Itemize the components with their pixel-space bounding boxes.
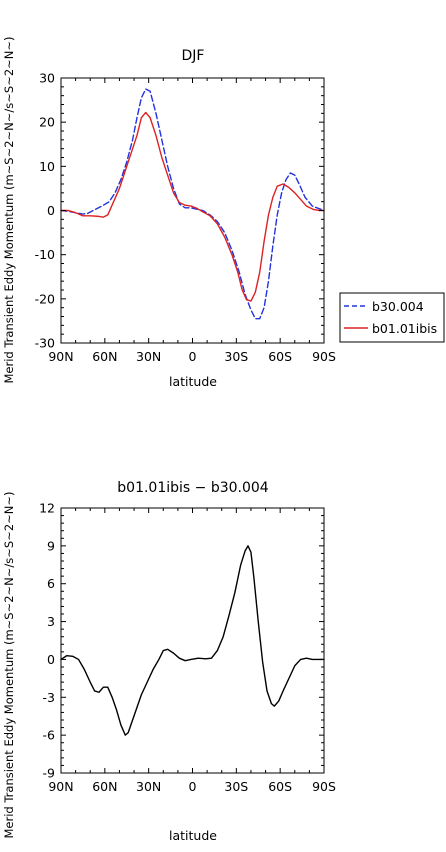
- top-series-lines: [60, 88, 325, 320]
- top-x-tick-label: 90N: [48, 349, 73, 364]
- bottom-x-tick-label: 30N: [136, 779, 161, 794]
- top-chart-title: DJF: [182, 48, 205, 64]
- top-x-tick-label: 30N: [136, 349, 161, 364]
- bottom-x-tick-label: 60N: [92, 779, 117, 794]
- top-panel: DJF Merid Transient Eddy Momentum (m~S~2…: [2, 36, 445, 389]
- top-y-tick-label: -30: [35, 336, 55, 351]
- top-series-line-0: [60, 88, 325, 320]
- top-y-tick-label: 30: [39, 71, 55, 86]
- top-x-axis-label: latitude: [169, 374, 217, 389]
- bottom-x-axis-label: latitude: [169, 828, 217, 843]
- top-series-line-1: [60, 111, 325, 302]
- top-y-tick-label: -10: [35, 247, 55, 262]
- bottom-x-tick-label: 90S: [312, 779, 336, 794]
- bottom-y-tick-label: 12: [39, 501, 55, 516]
- legend-box: [339, 292, 445, 343]
- top-x-tick-label: 90S: [312, 349, 336, 364]
- top-x-tick-label: 30S: [224, 349, 248, 364]
- bottom-y-tick-label: 3: [47, 614, 55, 629]
- top-y-tick-label: 20: [39, 115, 55, 130]
- top-x-tick-label: 0: [189, 349, 197, 364]
- top-y-tick-label: 0: [47, 203, 55, 218]
- bottom-y-tick-label: -3: [43, 690, 55, 705]
- legend-label-b30: b30.004: [372, 299, 424, 314]
- bottom-x-tick-label: 0: [189, 779, 197, 794]
- bottom-x-tick-label: 90N: [48, 779, 73, 794]
- bottom-axis-ticks: 90N 60N 30N 0 30S 60S 90S -9 -6 -3 0 3 6 9 12: [39, 501, 336, 795]
- bottom-y-tick-label: -9: [43, 766, 56, 781]
- bottom-x-tick-label: 60S: [268, 779, 292, 794]
- bottom-y-tick-label: -6: [43, 728, 56, 743]
- legend-label-b01: b01.01ibis: [372, 321, 437, 336]
- top-y-tick-label: 10: [39, 159, 55, 174]
- bottom-y-axis-label: Merid Transient Eddy Momentum (m~S~2~N~/…: [2, 491, 16, 838]
- bottom-series-line-0: [60, 545, 325, 736]
- top-x-tick-label: 60S: [268, 349, 292, 364]
- top-legend: b30.004 b01.01ibis: [339, 292, 445, 343]
- top-axis-ticks: 90N 60N 30N 0 30S 60S 90S -30 -20 -10 0 10 20 30: [35, 71, 336, 365]
- bottom-chart-title: b01.01ibis − b30.004: [117, 480, 269, 496]
- bottom-y-tick-label: 6: [47, 576, 55, 591]
- top-x-tick-label: 60N: [92, 349, 117, 364]
- bottom-y-tick-label: 0: [47, 652, 55, 667]
- bottom-y-tick-label: 9: [47, 538, 55, 553]
- top-y-tick-label: -20: [35, 291, 55, 306]
- bottom-x-tick-label: 30S: [224, 779, 248, 794]
- bottom-plot-frame: [60, 507, 325, 774]
- top-y-axis-label: Merid Transient Eddy Momentum (m~S~2~N~/…: [2, 36, 16, 383]
- bottom-panel: b01.01ibis − b30.004 Merid Transient Edd…: [2, 480, 336, 843]
- top-plot-frame: [60, 77, 325, 344]
- bottom-series-lines: [60, 545, 325, 736]
